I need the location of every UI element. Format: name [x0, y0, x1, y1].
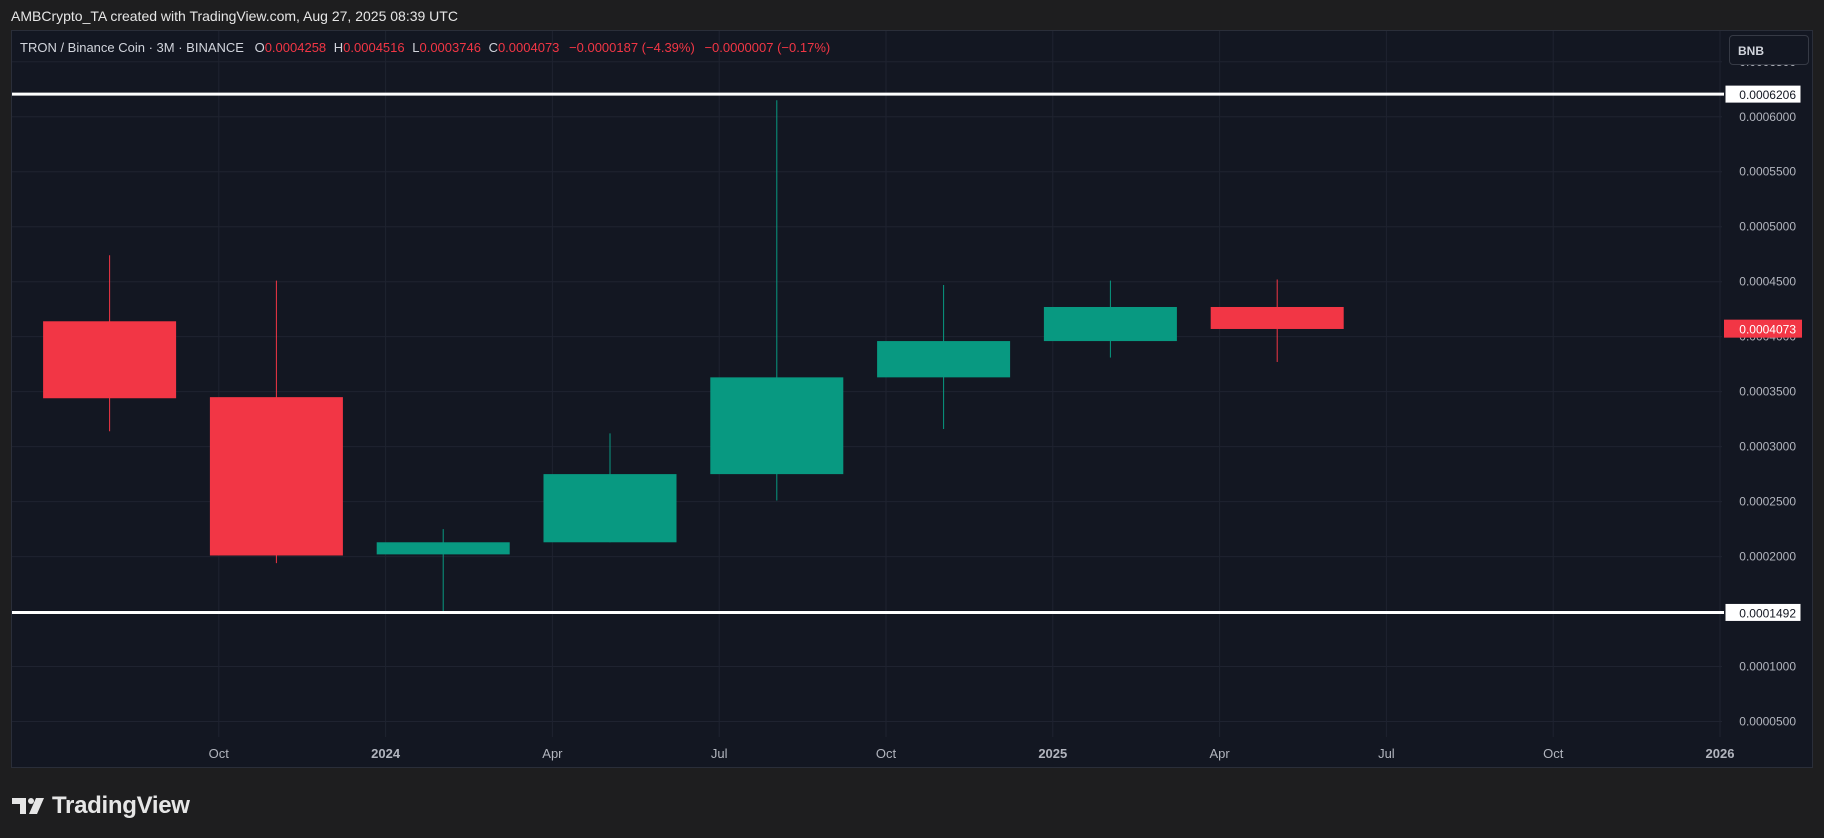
- x-axis-tick-label: 2025: [1038, 746, 1067, 761]
- attribution-text: AMBCrypto_TA created with TradingView.co…: [11, 8, 458, 24]
- candle-body[interactable]: [877, 341, 1011, 378]
- y-axis-tick-label: 0.0006000: [1739, 110, 1796, 124]
- candle-body[interactable]: [1043, 306, 1177, 342]
- tradingview-logo[interactable]: TradingView: [12, 791, 190, 821]
- brand-name: TradingView: [52, 792, 190, 819]
- legend-close-value: 0.0004073: [497, 40, 560, 55]
- y-axis-tick-label: 0.0000500: [1739, 715, 1796, 729]
- candle-body[interactable]: [209, 397, 343, 556]
- candle-body[interactable]: [376, 542, 510, 555]
- legend-change-secondary: −0.0000007 (−0.17%): [704, 40, 831, 55]
- y-axis-tick-label: 0.0002500: [1739, 495, 1796, 509]
- legend-open-label: O: [254, 40, 265, 55]
- legend-low-label: L: [412, 40, 420, 55]
- x-axis-tick-label: 2026: [1706, 746, 1735, 761]
- x-axis-tick-label: Apr: [1209, 746, 1230, 761]
- level-label: 0.0001492: [1739, 606, 1796, 620]
- last-price-box: [1724, 319, 1802, 338]
- y-axis-tick-label: 0.0005500: [1739, 165, 1796, 179]
- level-label: 0.0006206: [1739, 88, 1796, 102]
- legend-high-label: H: [333, 40, 344, 55]
- y-axis-tick-label: 0.0001000: [1739, 660, 1796, 674]
- y-axis-tick-label: 0.0005000: [1739, 220, 1796, 234]
- candlestick-chart[interactable]: 0.00005000.00010000.00015000.00020000.00…: [0, 0, 1824, 770]
- level-label-box: [1724, 602, 1802, 622]
- x-axis-tick-label: Oct: [1543, 746, 1564, 761]
- currency-button[interactable]: BNB: [1729, 35, 1809, 65]
- x-axis-tick-label: Apr: [542, 746, 563, 761]
- legend-high-value: 0.0004516: [343, 40, 405, 55]
- y-axis-tick-label: 0.0004500: [1739, 275, 1796, 289]
- legend-open-value: 0.0004258: [264, 40, 327, 55]
- x-axis-tick-label: 2024: [371, 746, 401, 761]
- x-axis-tick-label: Jul: [1378, 746, 1395, 761]
- legend-change: −0.0000187 (−4.39%): [569, 40, 695, 55]
- candle-body[interactable]: [543, 474, 677, 543]
- tradingview-logo-icon: [12, 798, 44, 814]
- x-axis-tick-label: Jul: [711, 746, 728, 761]
- y-axis-tick-label: 0.0003500: [1739, 385, 1796, 399]
- x-axis-tick-label: Oct: [209, 746, 230, 761]
- legend-symbol[interactable]: TRON / Binance Coin · 3M · BINANCE: [20, 40, 244, 55]
- candle-body[interactable]: [43, 321, 177, 399]
- footer: TradingView: [0, 770, 1824, 838]
- level-label-box: [1724, 84, 1802, 104]
- attribution-bar: AMBCrypto_TA created with TradingView.co…: [0, 0, 1824, 30]
- legend-low-value: 0.0003746: [419, 40, 481, 55]
- x-axis-tick-label: Oct: [876, 746, 897, 761]
- candle-body[interactable]: [1210, 306, 1344, 329]
- candle-body[interactable]: [710, 377, 844, 475]
- last-price-label: 0.0004073: [1739, 323, 1796, 337]
- y-axis-tick-label: 0.0002000: [1739, 550, 1796, 564]
- y-axis-tick-label: 0.0003000: [1739, 440, 1796, 454]
- ohlc-legend: TRON / Binance Coin · 3M · BINANCE O0.00…: [20, 38, 830, 58]
- legend-close-label: C: [488, 40, 498, 55]
